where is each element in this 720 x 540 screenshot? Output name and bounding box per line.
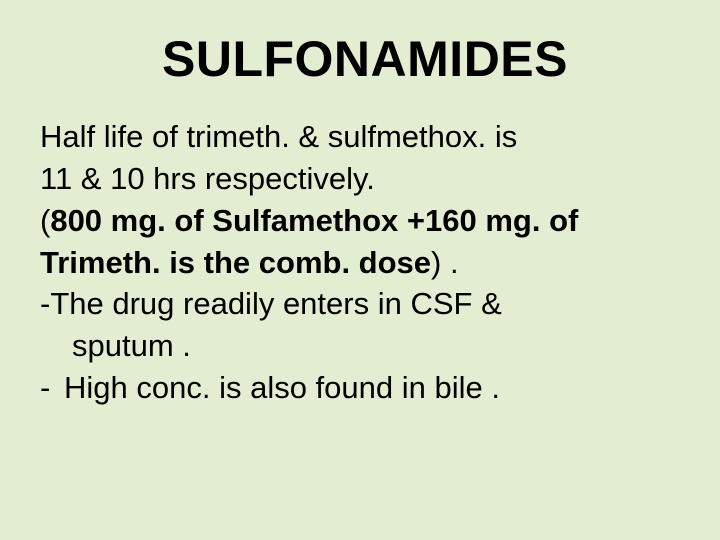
dose-bold-part-2: Trimeth. is the comb. dose [40,245,431,280]
bullet-text: High conc. is also found in bile . [64,367,500,409]
paren-open: ( [40,203,50,238]
body-line-1: Half life of trimeth. & sulfmethox. is [40,116,690,158]
slide-title: SULFONAMIDES [40,30,690,88]
body-line-7: - High conc. is also found in bile . [40,367,690,409]
slide-body: Half life of trimeth. & sulfmethox. is 1… [40,116,690,409]
body-line-4: Trimeth. is the comb. dose) . [40,242,690,284]
dose-bold-part-1: 800 mg. of Sulfamethox +160 mg. of [50,203,578,238]
bullet-dash: - [40,367,64,409]
paren-close: ) . [431,245,459,280]
body-line-3: (800 mg. of Sulfamethox +160 mg. of [40,200,690,242]
body-line-2: 11 & 10 hrs respectively. [40,158,690,200]
body-line-5: -The drug readily enters in CSF & [40,283,690,325]
body-line-6: sputum . [40,325,690,367]
